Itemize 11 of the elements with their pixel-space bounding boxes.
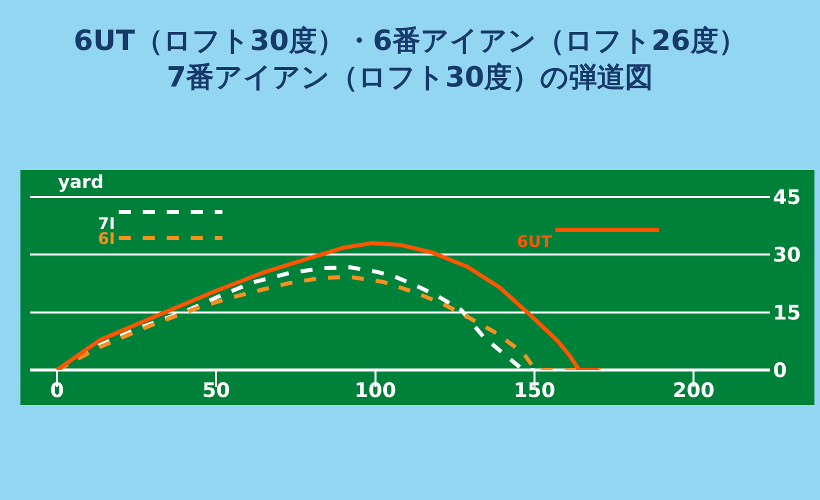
y-tick-label: 45 bbox=[773, 184, 801, 209]
text: 6UT bbox=[517, 232, 552, 251]
y-tick-label: 15 bbox=[773, 300, 801, 324]
y-axis-title: yard bbox=[58, 172, 104, 193]
chart-title: 6UT（ロフト30度）・6番アイアン（ロフト26度） 7番アイアン（ロフト30度）の弾道図 bbox=[74, 24, 746, 94]
x-tick-label: 150 bbox=[514, 378, 556, 402]
x-tick-label: 200 bbox=[672, 378, 714, 402]
x-tick-label: 100 bbox=[354, 378, 396, 402]
y-tick-label: 0 bbox=[773, 358, 787, 382]
x-tick-label: 50 bbox=[202, 378, 230, 402]
y-tick-label: 30 bbox=[773, 242, 801, 267]
